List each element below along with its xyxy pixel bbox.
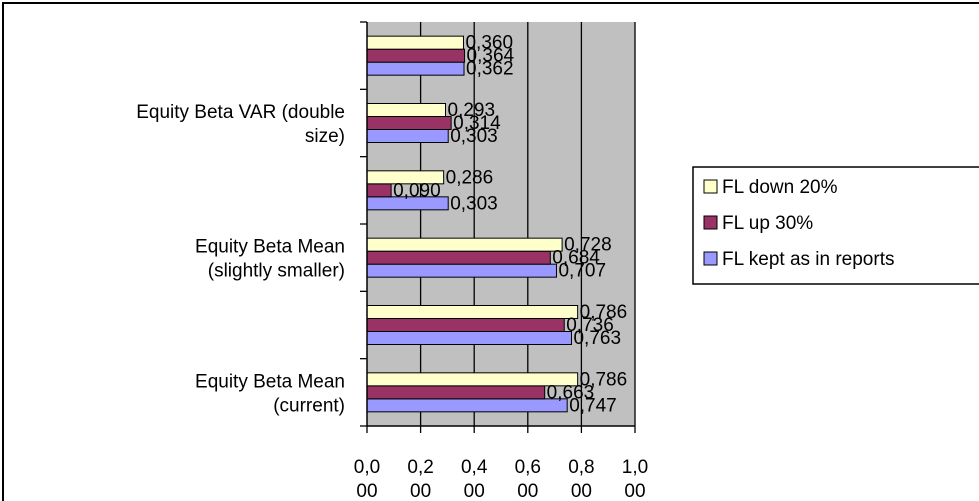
data-label: 0,736 <box>566 315 614 336</box>
data-label: 0,763 <box>573 328 621 349</box>
legend-label: FL down 20% <box>722 177 838 198</box>
bar <box>366 237 563 252</box>
category-label: Equity Beta Mean <box>195 371 345 392</box>
x-tick-label: 0,6 <box>515 457 541 478</box>
category-label: (slightly smaller) <box>208 261 345 282</box>
bar <box>366 318 565 332</box>
legend-label: FL kept as in reports <box>722 249 894 270</box>
plot-area <box>367 22 635 426</box>
data-label: 0,286 <box>446 167 494 188</box>
x-tick-label: 0,2 <box>407 457 433 478</box>
data-label: 0,364 <box>467 46 515 67</box>
x-tick-label: 0,4 <box>461 457 488 478</box>
bar <box>366 103 447 117</box>
bar <box>366 35 464 50</box>
data-label: 0,786 <box>580 302 628 323</box>
data-label: 0,663 <box>547 382 595 403</box>
bar <box>366 183 392 198</box>
data-label: 0,303 <box>450 193 498 214</box>
x-tick-label-cont: 00 <box>517 481 538 501</box>
legend-swatch <box>703 179 718 194</box>
x-tick-label-cont: 00 <box>624 481 645 501</box>
data-label: 0,362 <box>466 59 514 80</box>
x-tick-label-cont: 00 <box>356 481 377 501</box>
legend-swatch <box>703 215 718 230</box>
bar <box>366 263 557 278</box>
data-label: 0,360 <box>465 33 513 54</box>
bar <box>366 129 449 143</box>
bar <box>366 331 572 345</box>
legend-label: FL up 30% <box>722 213 813 234</box>
bar <box>366 250 551 265</box>
data-label: 0,684 <box>552 248 600 269</box>
x-tick-labels: 0,0 00 0,2 00 0,4 00 0,6 00 0,8 00 1,0 00 <box>354 457 648 501</box>
data-label: 0,303 <box>450 126 498 147</box>
data-labels: 0,7470,6630,7860,7630,7360,7860,7070,684… <box>393 33 627 417</box>
category-label: Equity Beta VAR (double <box>136 102 345 123</box>
x-tick-label: 0,0 <box>354 457 380 478</box>
x-tick-label: 1,0 <box>622 457 648 478</box>
bar <box>366 398 568 413</box>
x-tick-label: 0,8 <box>568 457 594 478</box>
data-label: 0,786 <box>580 369 628 390</box>
data-label: 0,728 <box>564 235 612 256</box>
gridlines <box>419 22 636 426</box>
x-tick-label-cont: 00 <box>464 481 485 501</box>
x-tick-label-cont: 00 <box>410 481 431 501</box>
legend: FL down 20% FL up 30% FL kept as in report… <box>692 166 979 285</box>
x-tick-label-cont: 00 <box>571 481 592 501</box>
category-label: size) <box>305 126 345 147</box>
category-label: (current) <box>273 395 345 416</box>
bar <box>366 48 466 63</box>
category-label: Equity Beta Mean <box>195 237 345 258</box>
data-label: 0,314 <box>453 113 501 134</box>
legend-box <box>692 166 979 285</box>
data-label: 0,293 <box>448 100 496 121</box>
category-labels: Equity Beta Mean (current) Equity Beta Mea… <box>136 102 345 416</box>
data-label: 0,090 <box>393 180 441 201</box>
axes <box>360 21 636 433</box>
bar <box>366 116 452 130</box>
data-label: 0,747 <box>569 395 617 416</box>
bar <box>366 385 546 400</box>
data-label: 0,707 <box>558 261 606 282</box>
bar <box>366 61 465 76</box>
bars <box>366 35 579 413</box>
legend-swatch <box>703 251 718 266</box>
bar <box>366 305 579 319</box>
